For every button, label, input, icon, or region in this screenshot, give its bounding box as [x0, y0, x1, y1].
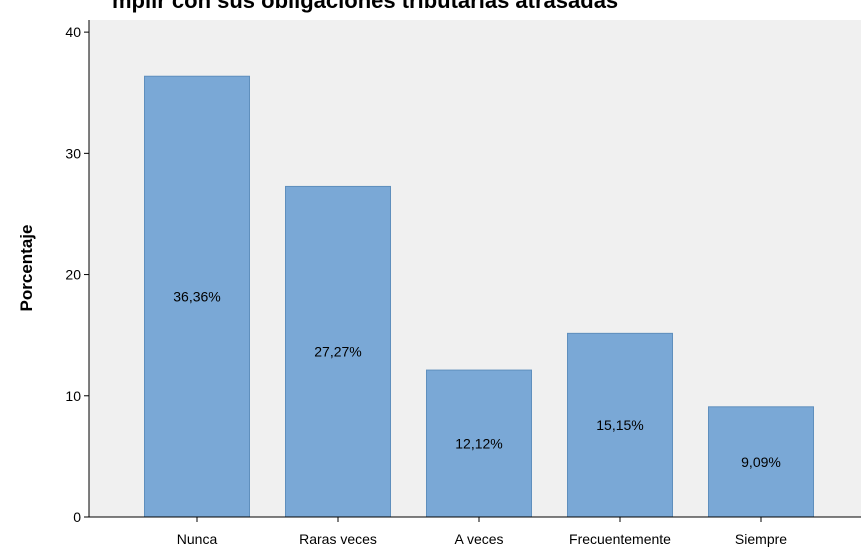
bar-3 [567, 332, 673, 518]
y-axis-label: Porcentaje [17, 225, 36, 312]
chart-title: mplir con sus obligaciones tributarias a… [112, 0, 618, 13]
x-tick-label-2: A veces [454, 531, 503, 547]
y-tick-label-3: 30 [65, 145, 81, 161]
x-tick-label-3: Frecuentemente [569, 531, 671, 547]
y-tick-label-1: 10 [65, 388, 81, 404]
bar-1 [285, 185, 391, 518]
data-label-2: 12,12% [455, 436, 502, 452]
data-label-3: 15,15% [596, 417, 643, 433]
bar-0 [144, 75, 250, 518]
data-label-4: 9,09% [741, 454, 781, 470]
bars-layer [144, 75, 814, 518]
x-tick-label-4: Siempre [735, 531, 787, 547]
bar-2 [426, 369, 532, 518]
data-label-0: 36,36% [173, 289, 220, 305]
y-tick-label-2: 20 [65, 267, 81, 283]
data-labels-layer: 36,36% 27,27% 12,12% 15,15% 9,09% [173, 289, 781, 470]
x-tick-label-0: Nunca [177, 531, 218, 547]
y-tick-label-0: 0 [73, 509, 81, 525]
axes-layer: Nunca Raras veces A veces Frecuentemente Sie… [65, 20, 861, 547]
x-tick-label-1: Raras veces [299, 531, 377, 547]
y-tick-label-4: 40 [65, 24, 81, 40]
data-label-1: 27,27% [314, 344, 361, 360]
